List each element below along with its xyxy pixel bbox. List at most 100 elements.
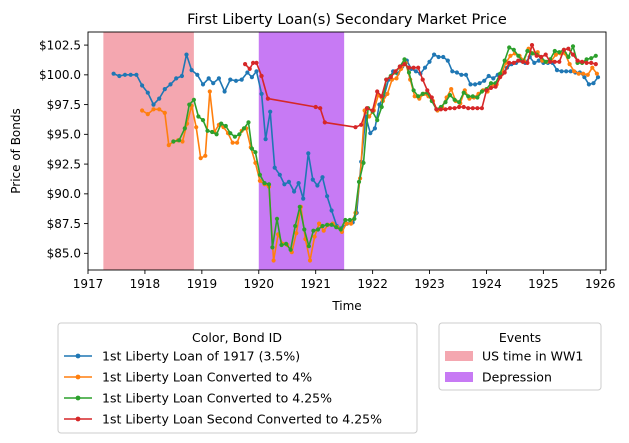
- data-point: [454, 70, 459, 75]
- data-point: [334, 225, 339, 230]
- legend-marker: [75, 395, 81, 401]
- data-point: [157, 107, 162, 112]
- data-point: [589, 60, 594, 65]
- data-point: [246, 120, 251, 125]
- data-point: [315, 227, 321, 232]
- data-point: [274, 216, 280, 221]
- data-point: [475, 95, 480, 100]
- data-point: [457, 100, 462, 105]
- data-point: [582, 75, 587, 80]
- data-point: [477, 81, 482, 86]
- data-point: [516, 53, 521, 58]
- data-point: [191, 97, 196, 102]
- series-legend-item: 1st Liberty Loan Converted to 4%: [64, 370, 312, 385]
- data-point: [277, 172, 282, 177]
- data-point: [393, 69, 398, 74]
- data-point: [310, 177, 315, 182]
- data-point: [338, 227, 343, 232]
- data-point: [180, 139, 185, 144]
- data-point: [525, 60, 530, 65]
- data-point: [502, 58, 507, 63]
- data-point: [461, 90, 466, 95]
- data-point: [361, 160, 366, 165]
- data-point: [447, 93, 453, 98]
- event-span-us-time-in-ww1: [103, 32, 194, 270]
- data-point: [525, 48, 530, 54]
- y-tick-label: $92.5: [47, 157, 81, 171]
- data-point: [557, 50, 562, 55]
- data-point: [347, 217, 352, 223]
- data-point: [432, 52, 437, 57]
- data-point: [498, 71, 503, 76]
- data-point: [134, 72, 139, 77]
- data-point: [568, 69, 573, 74]
- data-point: [151, 102, 156, 107]
- data-point: [140, 108, 145, 113]
- data-point: [266, 182, 272, 187]
- data-point: [584, 60, 589, 65]
- data-point: [420, 77, 425, 82]
- data-point: [416, 65, 421, 70]
- data-point: [352, 216, 357, 221]
- events-legend-frame: [438, 322, 602, 391]
- data-point: [364, 106, 369, 111]
- data-point: [411, 65, 416, 70]
- data-point: [566, 54, 571, 60]
- data-point: [306, 244, 311, 249]
- data-point: [128, 72, 133, 77]
- data-point: [157, 96, 162, 101]
- data-point: [502, 70, 507, 75]
- data-point: [265, 96, 270, 101]
- series-legend-title: Color, Bond ID: [192, 330, 282, 345]
- data-point: [182, 126, 187, 131]
- data-point: [567, 62, 572, 67]
- x-tick-label: 1922: [357, 277, 388, 291]
- data-point: [422, 65, 428, 70]
- data-point: [247, 66, 252, 71]
- data-point: [470, 94, 475, 99]
- data-point: [279, 242, 284, 248]
- legend-label: 1st Liberty Loan of 1917 (3.5%): [102, 349, 300, 364]
- data-point: [243, 62, 248, 67]
- data-point: [484, 88, 489, 93]
- data-point: [292, 189, 297, 194]
- data-point: [436, 54, 441, 60]
- x-tick-label: 1921: [300, 277, 331, 291]
- data-point: [593, 53, 598, 58]
- data-point: [189, 68, 194, 73]
- data-point: [479, 106, 484, 111]
- data-point: [228, 77, 233, 82]
- data-point: [307, 258, 313, 263]
- data-point: [566, 46, 571, 51]
- data-point: [177, 138, 182, 143]
- series-legend: Color, Bond ID 1st Liberty Loan of 1917 …: [57, 322, 418, 434]
- data-point: [479, 89, 484, 94]
- data-point: [372, 126, 377, 131]
- data-point: [486, 73, 491, 79]
- data-point: [162, 87, 167, 92]
- data-point: [388, 75, 393, 80]
- x-tick-label: 1926: [585, 277, 616, 291]
- data-point: [320, 223, 325, 229]
- data-point: [241, 126, 247, 131]
- data-point: [296, 181, 301, 186]
- x-tick-label: 1918: [130, 277, 161, 291]
- data-point: [294, 231, 299, 236]
- data-point: [429, 95, 434, 100]
- events-legend-item: Depression: [445, 370, 552, 385]
- data-point: [257, 178, 262, 183]
- data-point: [210, 129, 215, 135]
- series-line-2: [141, 47, 598, 262]
- data-point: [249, 146, 254, 151]
- data-point: [375, 118, 380, 123]
- data-point: [553, 52, 559, 57]
- data-point: [473, 82, 478, 87]
- data-point: [211, 81, 216, 86]
- data-point: [219, 121, 224, 126]
- data-point: [195, 72, 200, 77]
- series-legend-frame: [57, 322, 418, 434]
- series-3: [171, 44, 598, 252]
- legend-marker: [75, 374, 81, 380]
- data-point: [591, 81, 596, 86]
- data-point: [593, 62, 598, 67]
